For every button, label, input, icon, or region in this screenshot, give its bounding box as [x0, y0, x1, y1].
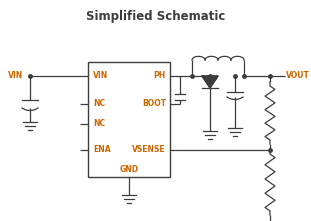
Text: VSENSE: VSENSE	[132, 145, 166, 154]
Text: PH: PH	[154, 72, 166, 80]
Text: NC: NC	[93, 99, 105, 109]
Text: GND: GND	[119, 166, 139, 175]
FancyBboxPatch shape	[88, 62, 170, 177]
Text: VIN: VIN	[8, 72, 23, 80]
Text: NC: NC	[93, 120, 105, 128]
Text: ENA: ENA	[93, 145, 111, 154]
Text: Simplified Schematic: Simplified Schematic	[86, 10, 225, 23]
Text: BOOT: BOOT	[142, 99, 166, 109]
Text: VOUT: VOUT	[286, 72, 310, 80]
Polygon shape	[202, 76, 218, 88]
Text: VIN: VIN	[93, 72, 108, 80]
